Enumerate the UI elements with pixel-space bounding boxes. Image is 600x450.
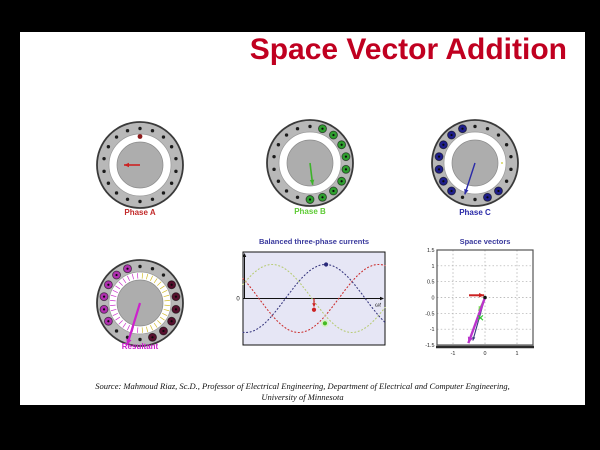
svg-text:0: 0 <box>432 296 435 302</box>
svg-text:-1.5: -1.5 <box>425 343 434 349</box>
phase-c-motor-svg <box>431 119 519 207</box>
svg-text:0.5: 0.5 <box>427 280 435 286</box>
phase-a-motor-diagram <box>90 115 190 215</box>
phase-c-label: Phase C <box>459 208 491 217</box>
phase-b-motor-svg <box>266 119 354 207</box>
vectors-plot-title: Space vectors <box>459 237 511 246</box>
slide-title: Space Vector Addition <box>249 33 567 66</box>
resultant-label: Resultant <box>121 342 159 351</box>
resultant-motor-svg <box>96 259 184 347</box>
currents-plot: 0 ωt <box>236 251 386 346</box>
svg-text:-0.5: -0.5 <box>425 311 434 317</box>
svg-text:ωt: ωt <box>375 303 381 309</box>
svg-text:-1: -1 <box>430 327 435 333</box>
phase-a-label: Phase A <box>124 208 156 217</box>
phase-b-label: Phase B <box>294 207 326 216</box>
source-citation: Source: Mahmoud Riaz, Sc.D., Professor o… <box>20 381 585 403</box>
phase-a-motor-svg <box>96 121 184 209</box>
source-line-2: University of Minnesota <box>261 392 344 402</box>
svg-text:1: 1 <box>516 351 519 357</box>
phase-c-motor-diagram <box>425 113 525 213</box>
vectors-plot: 1.5 1 0.5 0 -0.5 -1 -1.5 -1 0 1 <box>425 248 534 357</box>
svg-text:1.5: 1.5 <box>427 248 435 254</box>
svg-text:0: 0 <box>236 297 240 303</box>
phase-b-motor-diagram <box>260 113 360 213</box>
currents-plot-title: Balanced three-phase currents <box>258 237 370 246</box>
svg-text:1: 1 <box>432 264 435 270</box>
svg-text:0: 0 <box>484 351 487 357</box>
slide: Space Vector Addition Phase A Phase B Ph… <box>20 32 585 405</box>
resultant-motor-diagram <box>90 253 190 353</box>
source-line-1: Source: Mahmoud Riaz, Sc.D., Professor o… <box>95 381 510 391</box>
svg-text:-1: -1 <box>451 351 456 357</box>
